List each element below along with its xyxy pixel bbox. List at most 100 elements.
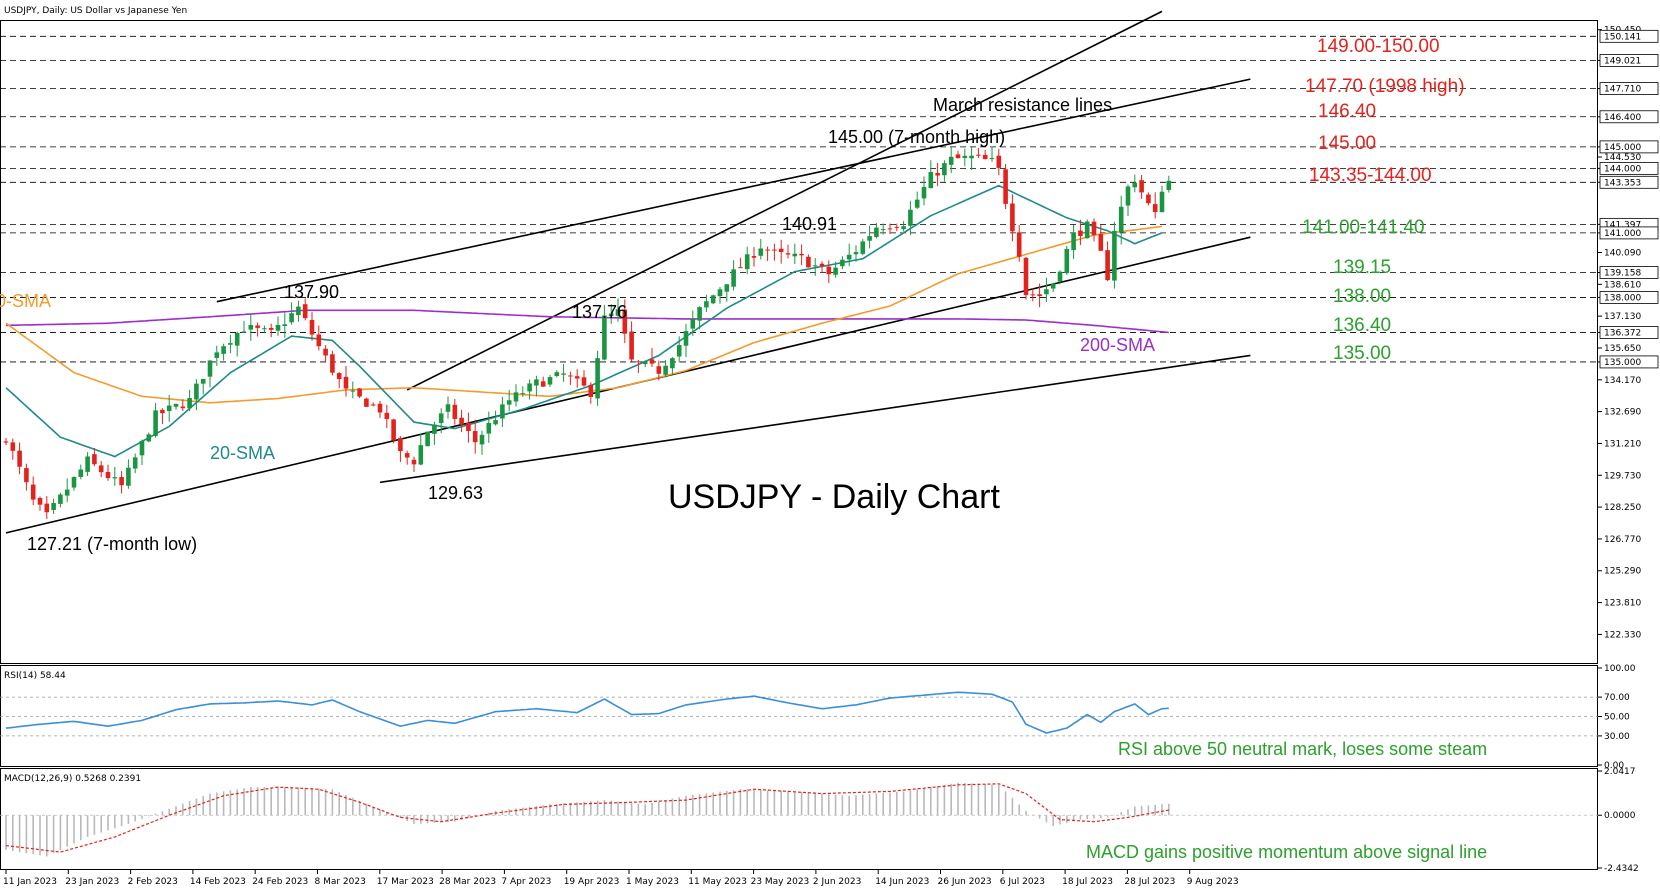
date-tick-label: 26 Jun 2023 bbox=[938, 877, 992, 887]
candle-bear bbox=[404, 453, 410, 458]
candle-bear bbox=[92, 454, 97, 465]
sma50-line bbox=[5, 225, 1163, 404]
rsi-line bbox=[5, 691, 1169, 734]
date-tick-label: 1 May 2023 bbox=[626, 877, 679, 887]
candle-bull bbox=[166, 405, 172, 412]
trend-line bbox=[216, 78, 1251, 303]
candle-bull bbox=[438, 413, 444, 424]
candle-bear bbox=[1010, 203, 1015, 232]
price-level-label: 138.000 bbox=[1604, 293, 1641, 303]
candle-bull bbox=[561, 373, 566, 375]
resistance-label-145-00: 145.00 bbox=[1318, 133, 1376, 154]
candle-bear bbox=[98, 465, 104, 473]
candle-bull bbox=[432, 424, 437, 434]
candle-bull bbox=[554, 372, 560, 376]
candle-bull bbox=[602, 315, 607, 360]
candle-bear bbox=[772, 249, 777, 251]
candle-bull bbox=[840, 259, 845, 267]
rsi-tick-label: 30.00 bbox=[1604, 732, 1630, 742]
price-level-box bbox=[1599, 355, 1659, 369]
candle-bear bbox=[574, 376, 580, 379]
price-level-box bbox=[1599, 291, 1659, 304]
candle-bull bbox=[928, 171, 934, 189]
candle-bull bbox=[234, 332, 240, 346]
price-level-box bbox=[1599, 140, 1659, 154]
candle-bull bbox=[64, 489, 70, 496]
label-129-63: 129.63 bbox=[428, 483, 483, 503]
candle-bull bbox=[248, 325, 254, 330]
price-level-box bbox=[1599, 266, 1659, 279]
candle-bear bbox=[255, 325, 260, 328]
candle-bear bbox=[37, 497, 43, 505]
candle-bear bbox=[357, 388, 362, 397]
candle-bull bbox=[989, 158, 995, 160]
candle-bull bbox=[690, 318, 696, 329]
resistance-label-149-150: 149.00-150.00 bbox=[1317, 36, 1440, 57]
price-level-box bbox=[1599, 326, 1659, 339]
trend-line bbox=[379, 354, 1251, 484]
price-tick-label: 140.090 bbox=[1604, 248, 1641, 258]
date-tick-label: 23 May 2023 bbox=[751, 877, 810, 887]
candle-bull bbox=[194, 383, 199, 400]
candle-bull bbox=[228, 343, 233, 345]
candle-bear bbox=[459, 417, 464, 425]
candle-bull bbox=[112, 477, 118, 479]
candle-bear bbox=[819, 263, 825, 267]
price-axis: 150.450149.021147.710146.400145.000144.5… bbox=[1598, 26, 1659, 640]
price-level-label: 141.000 bbox=[1604, 229, 1641, 239]
date-axis: 11 Jan 2023 23 Jan 2023 2 Feb 2023 14 Feb 2… bbox=[3, 869, 1239, 887]
date-tick-label: 11 Jan 2023 bbox=[3, 877, 57, 887]
dashed-levels bbox=[0, 35, 1598, 363]
rsi-panel: 100.00 70.00 50.00 30.00 0.00 bbox=[0, 664, 1636, 771]
candle-bull bbox=[1125, 186, 1131, 206]
candle-bear bbox=[452, 404, 458, 419]
label-137-90: 137.90 bbox=[284, 282, 339, 302]
candle-bear bbox=[309, 319, 315, 335]
candle-bear bbox=[472, 431, 478, 443]
support-label-135: 135.00 bbox=[1333, 343, 1391, 364]
candle-bull bbox=[153, 410, 158, 436]
date-tick-label: 8 Mar 2023 bbox=[315, 877, 366, 887]
candle-bull bbox=[479, 434, 485, 445]
candle-bull bbox=[187, 398, 192, 409]
macd-panel: 2.0417 0.0000 -2.4342 bbox=[0, 767, 1639, 874]
candle-bear bbox=[398, 437, 403, 452]
candle-bear bbox=[17, 450, 22, 467]
label-200-sma: 200-SMA bbox=[1080, 335, 1155, 355]
candle-bear bbox=[316, 334, 322, 347]
candle-bull bbox=[962, 155, 968, 159]
candle-bear bbox=[955, 154, 961, 159]
candles bbox=[3, 146, 1172, 520]
date-tick-label: 19 Apr 2023 bbox=[564, 877, 620, 887]
price-level-label: 144.000 bbox=[1604, 164, 1641, 174]
candle-bull bbox=[833, 267, 838, 275]
date-tick-label: 28 Jul 2023 bbox=[1124, 877, 1175, 887]
candle-bear bbox=[894, 226, 900, 228]
candle-bull bbox=[445, 404, 451, 412]
candle-bear bbox=[160, 409, 165, 414]
date-tick-label: 6 Jul 2023 bbox=[1000, 877, 1045, 887]
date-tick-label: 18 Jul 2023 bbox=[1062, 877, 1113, 887]
candle-bull bbox=[289, 313, 294, 323]
candle-bear bbox=[826, 266, 832, 275]
price-level-label: 135.000 bbox=[1604, 358, 1641, 368]
candle-bear bbox=[1098, 234, 1104, 251]
resistance-labels: 149.00-150.00 147.70 (1998 high) 146.40 … bbox=[1305, 36, 1465, 186]
support-label-141: 141.00-141.40 bbox=[1302, 217, 1425, 238]
macd-note: MACD gains positive momentum above signa… bbox=[1086, 842, 1487, 862]
candle-bull bbox=[513, 392, 519, 402]
price-level-label: 149.021 bbox=[1604, 56, 1641, 66]
candle-bull bbox=[282, 324, 288, 327]
candle-bear bbox=[180, 406, 186, 409]
label-140-91: 140.91 bbox=[782, 214, 837, 234]
rsi-tick-label: 50.00 bbox=[1604, 713, 1630, 723]
candle-bear bbox=[330, 354, 335, 373]
candle-bear bbox=[336, 373, 342, 380]
candle-bull bbox=[132, 457, 138, 469]
candle-bear bbox=[323, 348, 328, 356]
candle-bull bbox=[1050, 283, 1056, 289]
candle-bear bbox=[1105, 250, 1110, 281]
candle-bull bbox=[547, 377, 553, 385]
date-tick-label: 11 May 2023 bbox=[688, 877, 747, 887]
